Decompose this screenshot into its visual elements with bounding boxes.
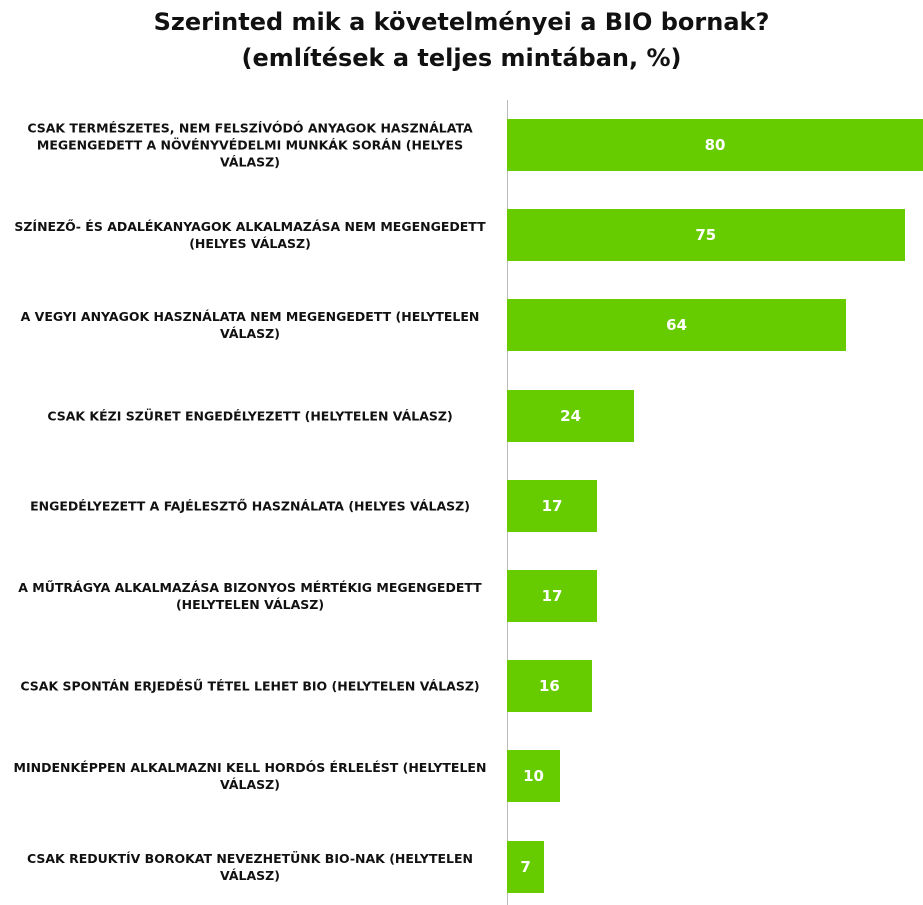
bar — [507, 479, 598, 532]
data-label: 80 — [704, 136, 726, 154]
data-label: 17 — [541, 587, 563, 605]
category-label: CSAK SPONTÁN ERJEDÉSŰ TÉTEL LEHET BIO (H… — [20, 678, 480, 694]
category-label: MINDENKÉPPEN ALKALMAZNI KELL HORDÓS ÉRLE… — [13, 760, 487, 793]
chart-subtitle: (említések a teljes mintában, %) — [241, 44, 682, 72]
data-label: 10 — [523, 767, 544, 786]
bar — [507, 119, 923, 171]
data-label: 75 — [695, 226, 717, 245]
category-label: SZÍNEZŐ- ÉS ADALÉKANYAGOK ALKALMAZÁSA NE… — [14, 219, 486, 252]
category-label: ENGEDÉLYEZETT A FAJÉLESZTŐ HASZNÁLATA (H… — [30, 498, 470, 514]
data-label: 17 — [541, 496, 563, 515]
bar — [507, 660, 592, 713]
bar — [507, 389, 635, 442]
bar — [507, 840, 545, 893]
data-label: 16 — [538, 677, 560, 696]
category-label: CSAK REDUKTÍV BOROKAT NEVEZHETÜNK BIO-NA… — [26, 850, 474, 883]
bar — [507, 570, 598, 622]
category-label: A MŰTRÁGYA ALKALMAZÁSA BIZONYOS MÉRTÉKIG… — [18, 580, 482, 612]
bar — [507, 750, 560, 803]
data-label: 7 — [520, 857, 531, 876]
bar — [507, 299, 847, 352]
data-label: 24 — [560, 406, 582, 425]
chart-title: Szerinted mik a követelményei a BIO born… — [153, 8, 770, 36]
data-label: 64 — [666, 316, 688, 335]
bar — [507, 209, 905, 262]
category-label: A VEGYI ANYAGOK HASZNÁLATA NEM MEGENGEDE… — [20, 309, 480, 342]
category-label: CSAK TERMÉSZETES, NEM FELSZÍVÓDÓ ANYAGOK… — [27, 120, 473, 170]
category-label: CSAK KÉZI SZÜRET ENGEDÉLYEZETT (HELYTELE… — [47, 408, 453, 424]
